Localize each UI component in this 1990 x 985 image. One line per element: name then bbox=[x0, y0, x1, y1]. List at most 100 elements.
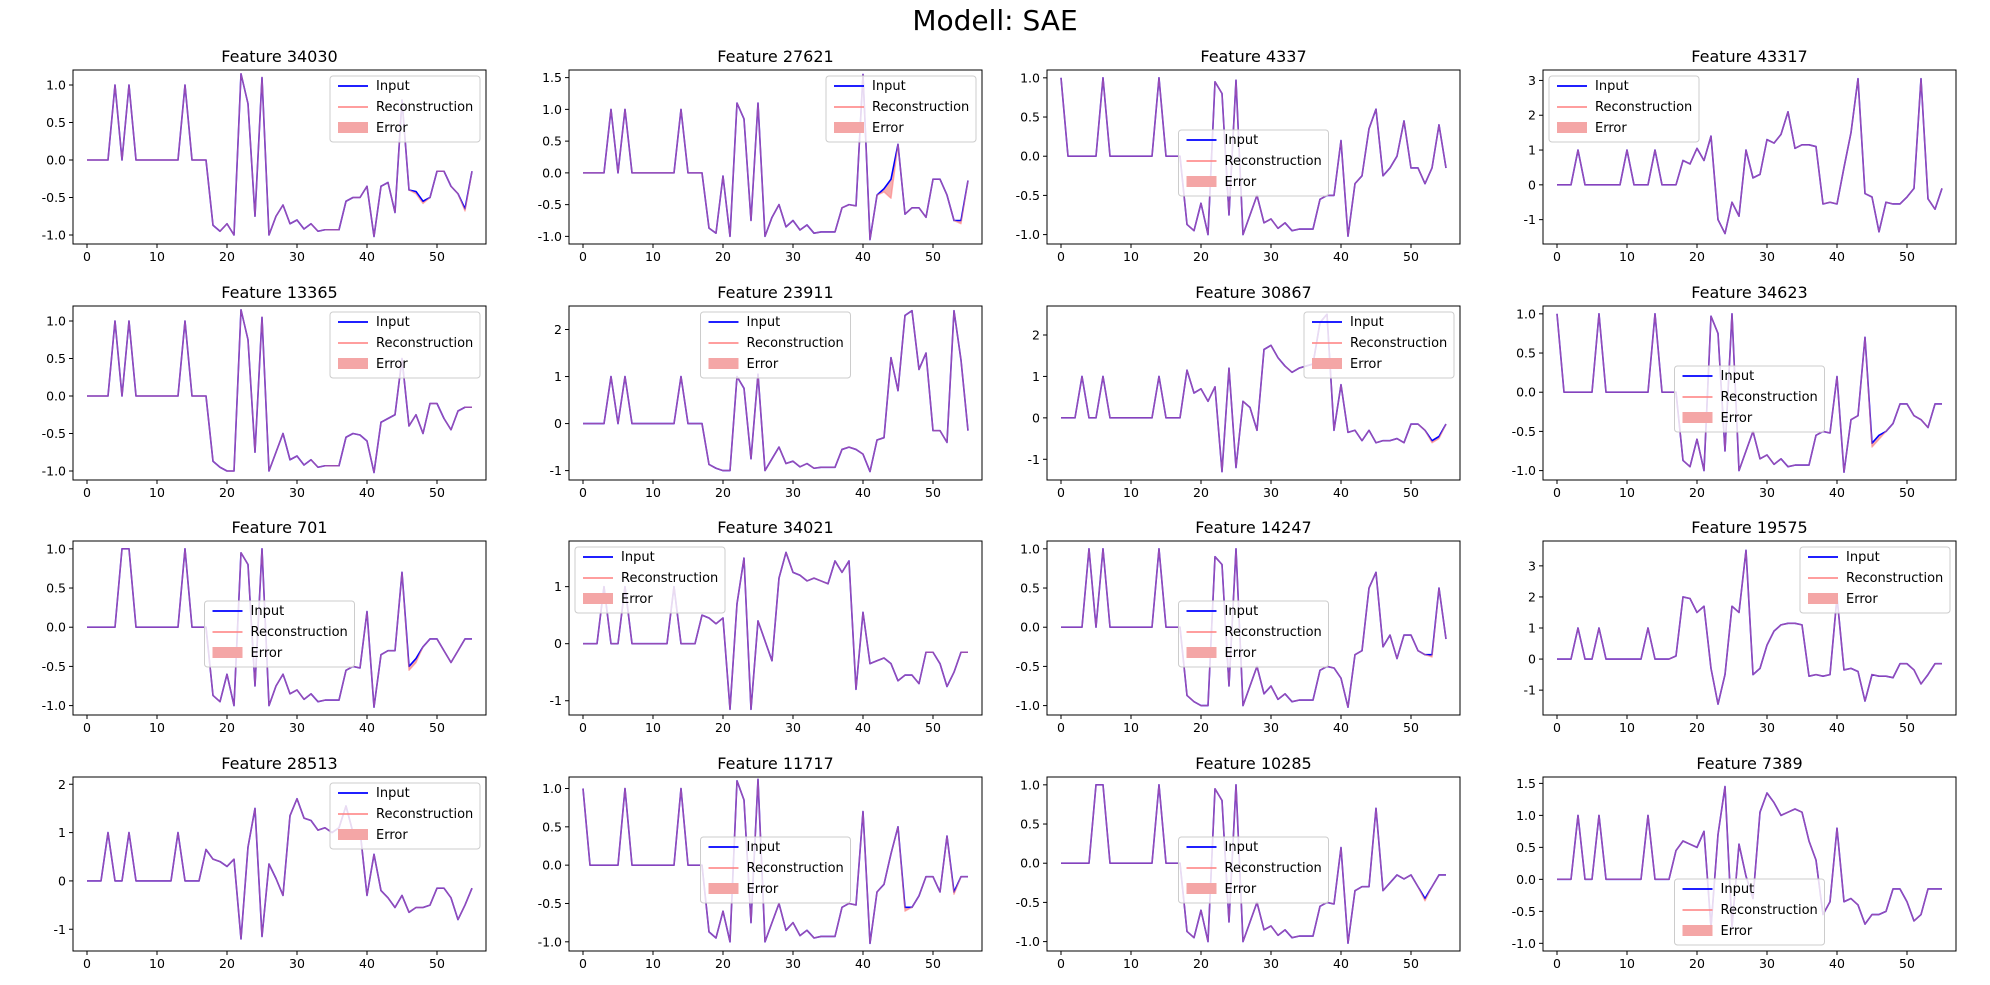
x-tick-label: 30 bbox=[1263, 485, 1279, 500]
y-tick-label: 1.0 bbox=[46, 78, 66, 93]
subplot: Feature 13365 0 10 20 30 40 50 -1.0 -0.5 0.0 0.5 1.… bbox=[42, 283, 487, 500]
x-tick-label: 10 bbox=[149, 720, 165, 735]
subplot-title: Feature 27621 bbox=[717, 47, 833, 66]
legend-error-label: Error bbox=[872, 121, 904, 136]
x-tick-label: 0 bbox=[1553, 720, 1561, 735]
legend-reconstruction-label: Reconstruction bbox=[251, 625, 348, 640]
subplot: Feature 10285 0 10 20 30 40 50 -1.0 -0.5 0.0 0.5 1.… bbox=[1016, 754, 1461, 971]
x-tick-label: 30 bbox=[289, 485, 305, 500]
y-tick-label: -0.5 bbox=[1512, 424, 1536, 439]
y-tick-label: -1.0 bbox=[1512, 936, 1536, 951]
legend-input-label: Input bbox=[1721, 882, 1755, 897]
x-tick-label: 20 bbox=[1193, 720, 1209, 735]
subplot: Feature 14247 0 10 20 30 40 50 -1.0 -0.5 0.0 0.5 1.… bbox=[1016, 518, 1461, 735]
legend-input-label: Input bbox=[1721, 369, 1755, 384]
subplot-title: Feature 34623 bbox=[1691, 283, 1807, 302]
x-tick-label: 20 bbox=[715, 485, 731, 500]
y-tick-label: 1.5 bbox=[1516, 776, 1536, 791]
legend-error-swatch bbox=[338, 122, 368, 133]
legend: Input Reconstruction Error bbox=[204, 600, 355, 668]
y-tick-label: 1 bbox=[1032, 369, 1040, 384]
x-tick-label: 0 bbox=[1553, 956, 1561, 971]
legend-reconstruction-label: Reconstruction bbox=[1225, 625, 1322, 640]
series-reconstruction-line bbox=[1061, 548, 1447, 708]
x-tick-label: 30 bbox=[1263, 720, 1279, 735]
x-tick-label: 0 bbox=[579, 485, 587, 500]
legend-input-label: Input bbox=[376, 786, 410, 801]
y-tick-label: 0.5 bbox=[542, 819, 562, 834]
y-tick-label: 0.5 bbox=[46, 115, 66, 130]
y-tick-label: -0.5 bbox=[538, 197, 562, 212]
y-tick-label: 0 bbox=[554, 636, 562, 651]
y-tick-label: -1.0 bbox=[1512, 463, 1536, 478]
x-tick-label: 30 bbox=[1759, 249, 1775, 264]
subplot-title: Feature 19575 bbox=[1691, 518, 1807, 537]
series-reconstruction-line bbox=[583, 73, 969, 241]
x-tick-label: 30 bbox=[1263, 249, 1279, 264]
legend-reconstruction-label: Reconstruction bbox=[872, 100, 969, 115]
legend: Input Reconstruction Error bbox=[1799, 546, 1951, 614]
legend-error-swatch bbox=[338, 358, 368, 369]
legend-error-label: Error bbox=[251, 646, 283, 661]
y-tick-label: 0.0 bbox=[542, 165, 562, 180]
y-tick-label: 0.5 bbox=[542, 134, 562, 149]
x-tick-label: 20 bbox=[715, 720, 731, 735]
y-tick-label: -0.5 bbox=[1016, 188, 1040, 203]
legend-input-label: Input bbox=[747, 840, 781, 855]
legend: Input Reconstruction Error bbox=[329, 75, 481, 143]
y-tick-label: -1 bbox=[1028, 452, 1040, 467]
legend-reconstruction-label: Reconstruction bbox=[1721, 903, 1818, 918]
x-tick-label: 30 bbox=[1759, 720, 1775, 735]
legend-error-swatch bbox=[1186, 647, 1217, 658]
legend-reconstruction-label: Reconstruction bbox=[1350, 336, 1447, 351]
x-tick-label: 50 bbox=[429, 485, 445, 500]
subplot-title: Feature 34021 bbox=[717, 518, 833, 537]
x-tick-label: 30 bbox=[289, 956, 305, 971]
x-tick-label: 10 bbox=[1123, 485, 1139, 500]
legend-reconstruction-label: Reconstruction bbox=[376, 100, 473, 115]
y-tick-label: 0.0 bbox=[46, 620, 66, 635]
x-tick-label: 10 bbox=[1619, 249, 1635, 264]
subplot: Feature 43317 0 10 20 30 40 50 -1 0 1 2 3 Input Recon… bbox=[1524, 47, 1957, 264]
x-tick-label: 0 bbox=[579, 720, 587, 735]
series-reconstruction-line bbox=[87, 73, 473, 238]
y-tick-label: -0.5 bbox=[1016, 659, 1040, 674]
legend-error-label: Error bbox=[747, 357, 779, 372]
x-tick-label: 0 bbox=[1553, 485, 1561, 500]
x-tick-label: 40 bbox=[1333, 956, 1349, 971]
legend: Input Reconstruction Error bbox=[1303, 311, 1455, 379]
y-tick-label: -0.5 bbox=[1016, 895, 1040, 910]
subplot-title: Feature 43317 bbox=[1691, 47, 1807, 66]
legend-error-label: Error bbox=[1595, 121, 1627, 136]
x-tick-label: 10 bbox=[149, 249, 165, 264]
y-tick-label: 0.5 bbox=[1020, 110, 1040, 125]
y-tick-label: 2 bbox=[1032, 328, 1040, 343]
legend-reconstruction-label: Reconstruction bbox=[621, 571, 718, 586]
x-tick-label: 50 bbox=[429, 720, 445, 735]
x-tick-label: 40 bbox=[855, 956, 871, 971]
y-tick-label: 0.5 bbox=[46, 351, 66, 366]
legend-error-label: Error bbox=[376, 828, 408, 843]
legend-error-swatch bbox=[1312, 358, 1342, 369]
legend-error-label: Error bbox=[1350, 357, 1382, 372]
legend-input-label: Input bbox=[1846, 550, 1880, 565]
legend-error-label: Error bbox=[1225, 646, 1257, 661]
y-tick-label: 0.5 bbox=[1516, 346, 1536, 361]
x-tick-label: 50 bbox=[925, 956, 941, 971]
legend-error-label: Error bbox=[376, 357, 408, 372]
x-tick-label: 0 bbox=[83, 249, 91, 264]
y-tick-label: 3 bbox=[1528, 73, 1536, 88]
legend-input-label: Input bbox=[872, 79, 906, 94]
y-tick-label: -1 bbox=[54, 922, 66, 937]
x-tick-label: 20 bbox=[1193, 485, 1209, 500]
legend: Input Reconstruction Error bbox=[1674, 365, 1825, 433]
x-tick-label: 40 bbox=[855, 720, 871, 735]
x-tick-label: 0 bbox=[1057, 720, 1065, 735]
series-reconstruction-line bbox=[583, 551, 968, 710]
x-tick-label: 20 bbox=[219, 720, 235, 735]
x-tick-label: 50 bbox=[1403, 720, 1419, 735]
legend-reconstruction-label: Reconstruction bbox=[1225, 154, 1322, 169]
subplot: Feature 34623 0 10 20 30 40 50 -1.0 -0.5 0.0 0.5 1.… bbox=[1512, 283, 1957, 500]
legend-reconstruction-label: Reconstruction bbox=[1595, 100, 1692, 115]
